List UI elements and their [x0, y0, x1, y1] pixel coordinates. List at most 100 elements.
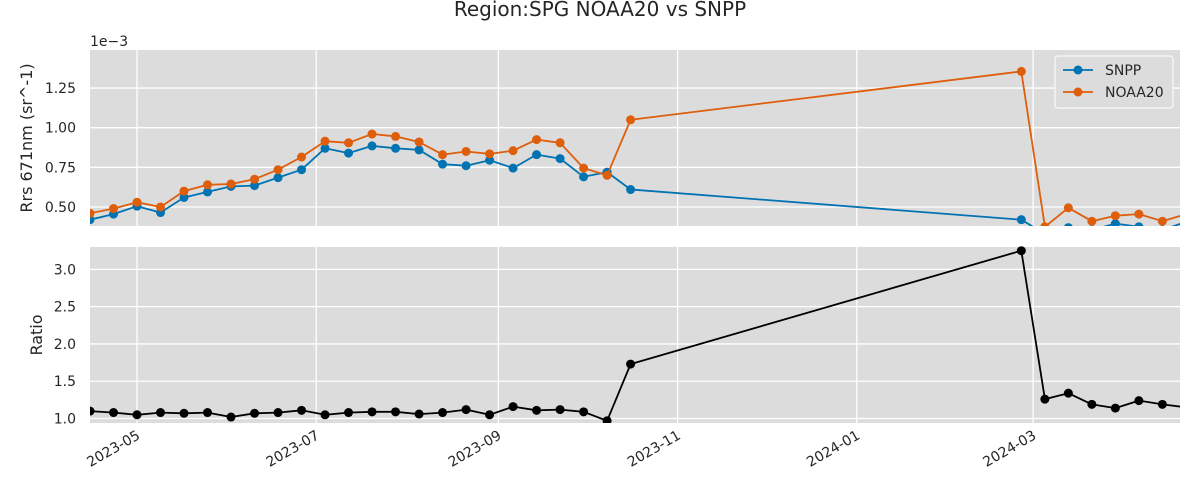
snpp-data-point — [1064, 223, 1073, 226]
x-tick-label: 2024-03 — [980, 428, 1039, 471]
ratio-data-point — [109, 408, 119, 418]
noaa20-data-point — [132, 197, 142, 207]
ratio-data-point — [367, 407, 377, 417]
ratio-data-point — [1016, 246, 1026, 256]
legend-noaa20-marker — [1073, 87, 1083, 97]
x-tick-labels: 2023-05 2023-07 2023-09 2023-11 2024-01 2024-… — [84, 428, 1039, 471]
rrs-y-tick-label: 0.50 — [45, 200, 76, 216]
noaa20-data-point — [320, 136, 330, 146]
snpp-data-point — [1016, 215, 1026, 225]
snpp-data-point — [508, 163, 518, 173]
noaa20-data-point — [1110, 211, 1120, 221]
noaa20-data-point — [1157, 216, 1167, 226]
noaa20-data-point — [367, 129, 377, 139]
snpp-data-point — [203, 187, 213, 197]
noaa20-data-point — [438, 150, 448, 160]
x-tick-label: 2023-09 — [446, 428, 505, 471]
snpp-data-point — [1110, 219, 1120, 226]
ratio-data-point — [132, 410, 142, 420]
snpp-data-point — [438, 159, 448, 169]
ratio-data-point — [297, 405, 307, 415]
ratio-data-point — [90, 406, 95, 416]
ratio-data-point — [391, 407, 401, 417]
ratio-data-point — [555, 405, 565, 415]
ratio-y-tick-label: 1.0 — [54, 412, 76, 428]
ratio-data-point — [602, 416, 612, 423]
legend-snpp-label: SNPP — [1105, 63, 1141, 79]
noaa20-data-point — [156, 202, 166, 212]
x-tick-label: 2023-11 — [625, 428, 684, 471]
noaa20-data-point — [414, 137, 424, 147]
ratio-data-point — [532, 405, 542, 415]
snpp-data-point — [297, 165, 307, 175]
ratio-data-point — [508, 402, 518, 412]
ratio-data-point — [1134, 396, 1144, 406]
ratio-data-point — [203, 408, 213, 418]
ratio-data-point — [1087, 399, 1097, 409]
noaa20-data-point — [555, 138, 565, 148]
ratio-data-point — [320, 410, 330, 420]
noaa20-data-point — [461, 146, 471, 156]
snpp-data-point — [414, 145, 424, 155]
ratio-y-tick-label: 1.5 — [54, 374, 76, 390]
noaa20-data-point — [579, 163, 589, 173]
x-tick-label: 2024-01 — [804, 428, 863, 471]
ratio-data-point — [344, 408, 354, 418]
noaa20-data-point — [297, 152, 307, 162]
snpp-data-point — [1134, 222, 1144, 226]
ratio-data-point — [626, 359, 636, 369]
noaa20-data-point — [1040, 222, 1050, 226]
snpp-data-point — [1040, 229, 1049, 238]
ratio-data-point — [273, 408, 283, 418]
noaa20-data-point — [250, 174, 260, 184]
ratio-data-point — [1040, 394, 1050, 404]
rrs-y-ticks: 0.50 0.75 1.00 1.25 — [45, 81, 76, 216]
snpp-data-point — [367, 141, 377, 151]
noaa20-data-point — [203, 180, 213, 190]
rrs-y-tick-label: 1.00 — [45, 121, 76, 137]
ratio-plot-area — [90, 246, 1180, 423]
snpp-data-point — [1089, 225, 1094, 226]
rrs-offset-label: 1e−3 — [90, 34, 128, 50]
snpp-data-point — [579, 172, 589, 182]
rrs-plot-area — [90, 66, 1190, 238]
snpp-data-point — [391, 143, 401, 153]
ratio-y-ticks: 1.0 1.5 2.0 2.5 3.0 — [54, 262, 76, 427]
snpp-data-point — [626, 185, 636, 195]
noaa20-data-point — [508, 146, 518, 156]
ratio-data-point — [1063, 388, 1073, 398]
rrs-grid — [90, 50, 1180, 226]
ratio-data-point — [1110, 403, 1120, 413]
ratio-data-point — [461, 405, 471, 415]
ratio-data-point — [485, 410, 495, 420]
ratio-y-tick-label: 3.0 — [54, 262, 76, 278]
x-tick-label: 2023-05 — [84, 428, 143, 471]
rrs-panel-background — [90, 50, 1180, 226]
ratio-data-point — [438, 408, 448, 418]
legend-snpp-marker — [1073, 65, 1083, 75]
snpp-data-point — [1160, 225, 1165, 226]
noaa20-data-point — [485, 149, 495, 159]
rrs-y-tick-label: 1.25 — [45, 81, 76, 97]
rrs-y-tick-label: 0.75 — [45, 160, 76, 176]
ratio-grid — [90, 247, 1180, 423]
snpp-data-point — [320, 143, 330, 153]
ratio-series — [90, 246, 1180, 423]
ratio-data-point — [414, 409, 424, 419]
noaa20-data-point — [1063, 203, 1073, 213]
ratio-data-point — [179, 408, 189, 418]
snpp-data-point — [344, 148, 354, 158]
noaa20-data-point — [626, 115, 636, 125]
noaa20-data-point — [391, 131, 401, 141]
noaa20-data-point — [344, 138, 354, 148]
noaa20-data-point — [1016, 66, 1026, 76]
ratio-data-point — [250, 408, 260, 418]
rrs-panel: 0.500.751.001.25 1e−3 Rrs 671nm (sr^-1) … — [17, 34, 1190, 238]
snpp-data-point — [555, 154, 565, 164]
snpp-data-point — [1181, 218, 1190, 227]
snpp-data-point — [179, 192, 189, 202]
ratio-y-tick-label: 2.0 — [54, 337, 76, 353]
rrs-y-axis-label: Rrs 671nm (sr^-1) — [17, 63, 36, 212]
ratio-data-point — [156, 408, 166, 418]
